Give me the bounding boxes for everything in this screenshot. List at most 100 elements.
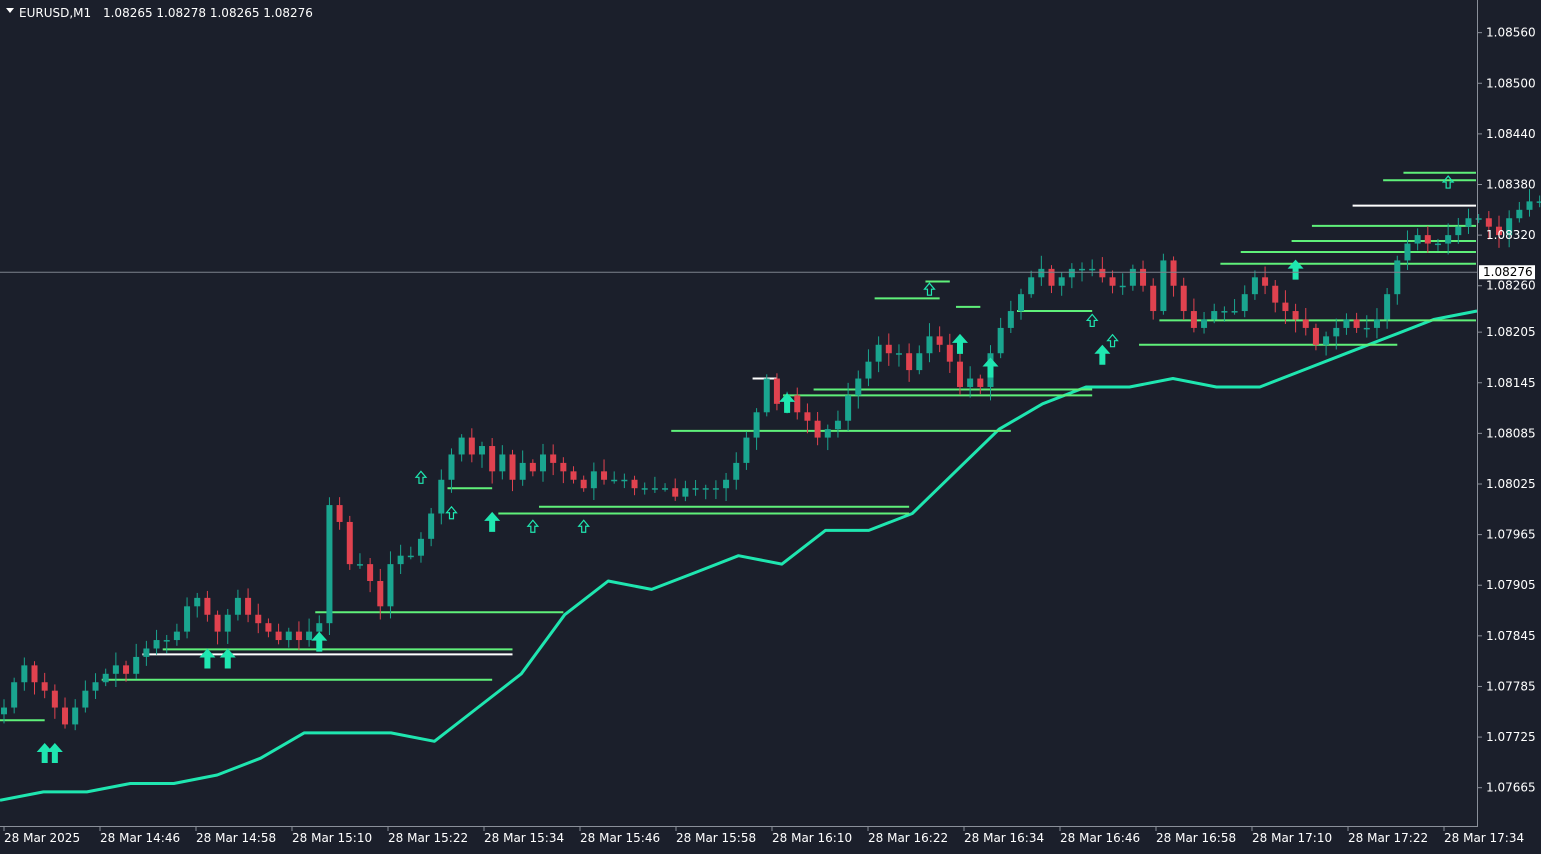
price-tick-label: 1.08560	[1486, 26, 1536, 40]
chart-header: EURUSD,M1 1.08265 1.08278 1.08265 1.0827…	[6, 6, 313, 20]
bear-candle	[1424, 235, 1431, 244]
bull-candle	[997, 327, 1004, 354]
bear-candle	[956, 361, 963, 387]
bull-candle	[641, 488, 648, 490]
price-tick-label: 1.08320	[1486, 228, 1536, 242]
bull-candle	[1506, 218, 1513, 236]
bear-candle	[123, 665, 130, 674]
bear-candle	[601, 471, 608, 480]
hollow-arrow-icon	[1085, 313, 1099, 328]
bear-candle	[51, 690, 58, 708]
bull-candle	[1323, 336, 1330, 345]
time-axis[interactable]: 28 Mar 2025 28 Mar 14:46 28 Mar 14:58 28 Ma…	[3, 826, 1524, 845]
bull-candle	[82, 690, 89, 708]
bull-candle	[1068, 268, 1075, 278]
bear-candle	[631, 479, 638, 489]
time-tick-label: 28 Mar 15:46	[580, 831, 660, 845]
bull-candle	[173, 631, 180, 641]
bull-candle	[590, 471, 597, 489]
bull-candle	[1089, 268, 1096, 271]
bear-candle	[550, 454, 557, 463]
bull-candle	[875, 344, 882, 362]
bull-candle	[316, 623, 323, 632]
buy-signal-arrow-icon	[311, 631, 328, 652]
price-tick-label: 1.07665	[1486, 781, 1536, 795]
bull-candle	[824, 429, 831, 438]
price-axis[interactable]: 1.08560 1.08500 1.08440 1.08380 1.08320 1.082…	[1477, 26, 1536, 795]
bull-candle	[356, 564, 363, 566]
bull-candle	[184, 606, 191, 632]
buy-signal-arrow-icon	[779, 392, 796, 413]
price-tick-label: 1.08260	[1486, 279, 1536, 293]
bull-candle	[224, 614, 231, 632]
bear-candle	[255, 614, 262, 624]
bear-candle	[62, 707, 69, 725]
support-levels-layer	[0, 171, 1476, 722]
bull-candle	[926, 336, 933, 354]
buy-signal-arrow-icon	[46, 742, 63, 763]
bull-candle	[1058, 277, 1065, 286]
ohlc-values: 1.08265 1.08278 1.08265 1.08276	[103, 6, 313, 20]
hollow-arrow-icon	[445, 505, 458, 520]
bull-candle	[1455, 226, 1462, 236]
bear-candle	[936, 336, 943, 345]
bull-candle	[1018, 294, 1024, 312]
bull-candle	[1384, 294, 1391, 320]
bull-candle	[1251, 277, 1258, 295]
bull-candle	[712, 488, 719, 490]
price-tick-label: 1.08085	[1486, 426, 1536, 440]
bear-candle	[580, 479, 587, 489]
bull-candle	[102, 673, 109, 683]
bull-candle	[1201, 319, 1208, 328]
price-tick-label: 1.07845	[1486, 629, 1536, 643]
bull-candle	[967, 378, 974, 387]
bear-candle	[346, 521, 353, 565]
bull-candle	[1373, 319, 1380, 328]
time-tick-label: 28 Mar 16:22	[868, 831, 948, 845]
bear-candle	[570, 471, 577, 480]
bear-candle	[468, 437, 475, 455]
bear-candle	[1262, 277, 1269, 286]
bull-candle	[387, 564, 394, 607]
bull-candle	[133, 656, 140, 674]
signal-arrows-layer	[36, 175, 1455, 763]
bull-candle	[763, 378, 770, 413]
bull-candle	[723, 479, 730, 489]
bull-candle	[153, 640, 160, 649]
bull-candle	[1211, 311, 1218, 320]
bull-candle	[1038, 268, 1045, 278]
bull-candle	[611, 479, 618, 482]
bull-candle	[11, 682, 18, 708]
bear-candle	[977, 378, 984, 387]
bull-candle	[1363, 327, 1370, 330]
bear-candle	[529, 462, 536, 472]
current-price-tag: 1.08276	[1479, 265, 1535, 280]
time-tick-label: 28 Mar 17:22	[1348, 831, 1428, 845]
chevron-down-icon[interactable]	[6, 8, 14, 13]
moving-average-line	[0, 309, 1478, 802]
bull-candle	[519, 462, 526, 480]
bull-candle	[306, 631, 313, 641]
bear-candle	[885, 344, 892, 354]
bull-candle	[916, 353, 923, 371]
bear-candle	[1190, 311, 1197, 328]
time-tick-label: 28 Mar 15:22	[388, 831, 468, 845]
bull-candle	[478, 446, 485, 455]
bull-candle	[743, 437, 750, 463]
price-tick-label: 1.07725	[1486, 730, 1536, 744]
time-tick-label: 28 Mar 15:34	[484, 831, 564, 845]
bull-candle	[1160, 260, 1167, 312]
bear-candle	[214, 614, 221, 632]
bull-candle	[143, 648, 150, 657]
buy-signal-arrow-icon	[36, 742, 53, 763]
bear-candle	[1292, 311, 1299, 320]
bear-candle	[804, 412, 811, 421]
bull-candle	[407, 555, 414, 558]
bear-candle	[794, 395, 801, 413]
bear-candle	[1312, 327, 1319, 345]
time-tick-label: 28 Mar 2025	[4, 831, 80, 845]
time-tick-label: 28 Mar 16:58	[1156, 831, 1236, 845]
bull-candle	[1414, 235, 1421, 244]
